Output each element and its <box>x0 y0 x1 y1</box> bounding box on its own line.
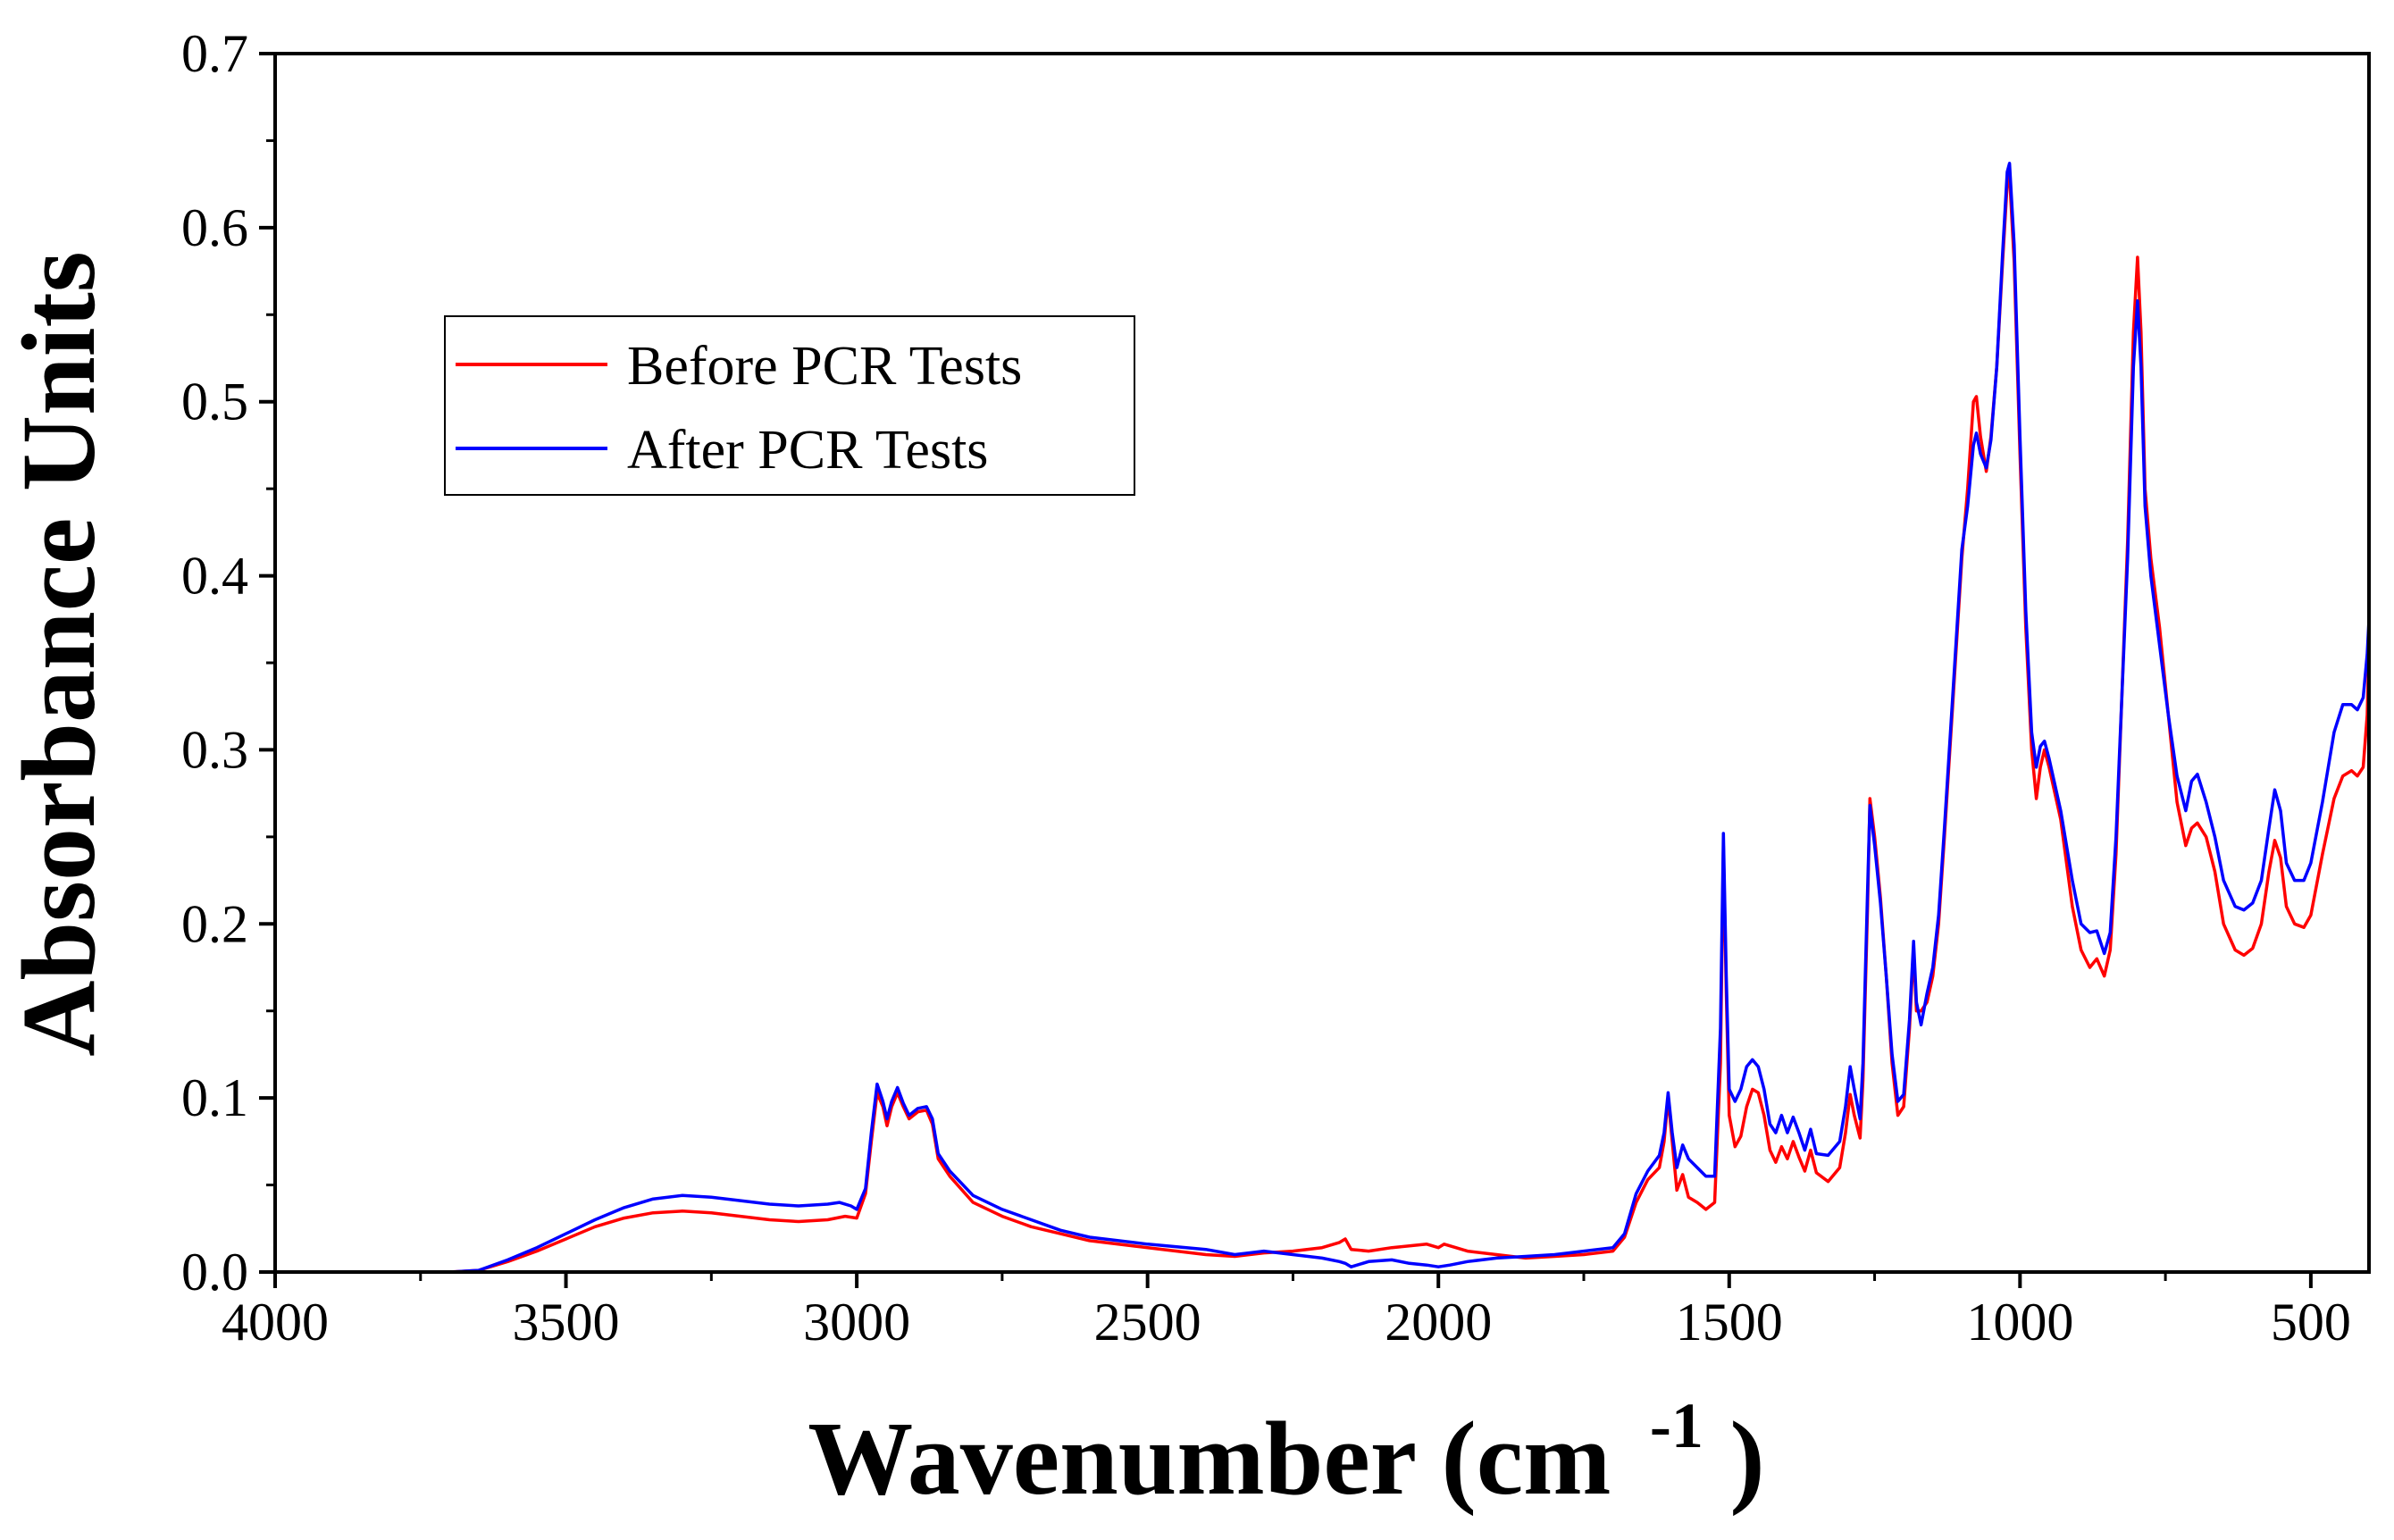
series-layer <box>275 162 2369 1272</box>
legend-box <box>444 315 1135 496</box>
y-tick-label: 0.7 <box>181 24 248 83</box>
legend-label-after-pcr: After PCR Tests <box>627 420 988 481</box>
x-tick-label: 2000 <box>1385 1293 1492 1352</box>
y-tick-label: 0.5 <box>181 372 248 431</box>
x-tick-label: 1500 <box>1676 1293 1783 1352</box>
y-tick-label: 0.4 <box>181 547 248 606</box>
y-axis-title: Absorbance Units <box>0 251 117 1056</box>
x-tick-label: 500 <box>2271 1293 2351 1352</box>
x-tick-label: 3000 <box>803 1293 910 1352</box>
x-axis-title-suffix: ) <box>1729 1400 1764 1517</box>
y-tick-label: 0.1 <box>181 1068 248 1127</box>
x-axis-title-superscript: -1 <box>1650 1390 1703 1461</box>
legend: Before PCR Tests After PCR Tests <box>444 315 1135 496</box>
y-tick-label: 0.0 <box>181 1243 248 1301</box>
x-tick-label: 1000 <box>1966 1293 2073 1352</box>
x-axis-title-main: Wavenumber (cm <box>808 1400 1611 1517</box>
axis-layer: 4000 3500 3000 2500 2000 1500 1000 500 0.0 0.1 0.2… <box>181 24 2351 1352</box>
y-tick-label: 0.6 <box>181 198 248 257</box>
x-tick-label: 2500 <box>1094 1293 1201 1352</box>
x-tick-label: 4000 <box>222 1293 329 1352</box>
x-tick-label: 3500 <box>513 1293 620 1352</box>
y-tick-label: 0.2 <box>181 894 248 953</box>
x-axis-title: Wavenumber (cm -1 ) <box>808 1353 1764 1517</box>
series-line-after-pcr <box>275 162 2369 1272</box>
y-tick-label: 0.3 <box>181 720 248 779</box>
legend-label-before-pcr: Before PCR Tests <box>627 336 1022 397</box>
